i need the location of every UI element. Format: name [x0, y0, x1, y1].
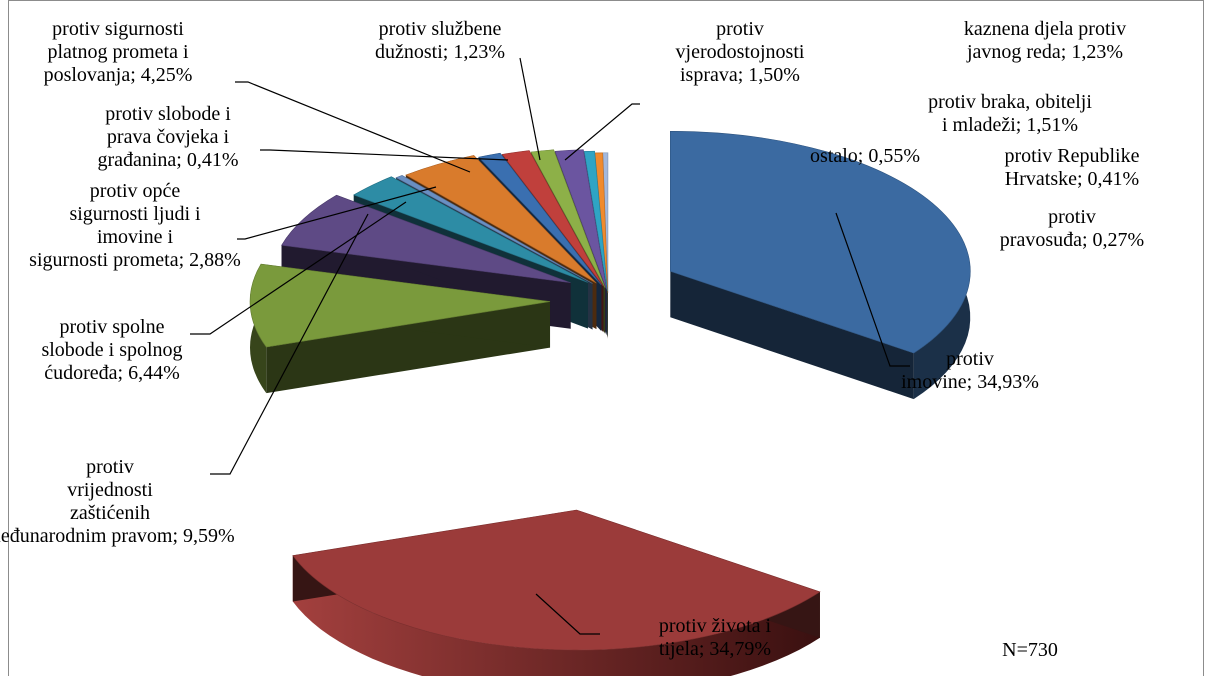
slice-top — [405, 155, 597, 284]
slice-top — [281, 194, 571, 284]
slice-label: protiv spolne slobode i spolnog ćudoređa; … — [41, 316, 182, 384]
leader-line — [564, 103, 640, 161]
slice-top — [478, 152, 602, 286]
leader-line — [210, 213, 369, 475]
slice-side — [292, 555, 820, 676]
slice-label: protiv službene dužnosti; 1,23% — [375, 18, 505, 63]
slice-top — [554, 149, 607, 290]
leader-line — [535, 593, 600, 635]
slice-edge — [670, 271, 914, 400]
slice-label: protiv sigurnosti platnog prometa i poslov… — [44, 18, 193, 86]
slice-label: protiv Republike Hrvatske; 0,41% — [1005, 145, 1140, 190]
slice-top — [353, 176, 588, 283]
slice-label: protiv života i tijela; 34,79% — [659, 615, 772, 660]
leader-line — [237, 186, 437, 240]
slice-top — [670, 130, 971, 354]
leader-line — [190, 201, 407, 335]
pie-slice — [292, 509, 821, 676]
slice-labels: protiv imovine; 34,93% protiv života i tije… — [0, 18, 1144, 660]
slice-top — [501, 150, 604, 287]
slice-top — [530, 149, 606, 288]
pie-slice — [249, 263, 551, 394]
slice-label: protiv vrijednosti zaštićenih međunarodnim … — [0, 456, 235, 547]
slice-label: protiv vjerodostojnosti isprava; 1,50% — [676, 18, 805, 86]
leader-line — [260, 149, 509, 161]
slice-label: kaznena djela protiv javnog reda; 1,23% — [964, 18, 1126, 63]
slice-top — [249, 263, 551, 348]
slice-label: protiv braka, obitelji i mladeži; 1,51% — [928, 91, 1092, 136]
slice-top — [395, 175, 593, 284]
pie-slice — [670, 130, 971, 400]
slice-label: protiv pravosuđa; 0,27% — [1000, 206, 1144, 251]
slice-top — [583, 150, 608, 292]
slice-label: protiv imovine; 34,93% — [901, 348, 1039, 393]
leader-line — [835, 212, 910, 367]
slice-label: protiv opće sigurnosti ljudi i imovine i si… — [29, 180, 241, 271]
slice-label: ostalo; 0,55% — [810, 145, 920, 167]
leader-line — [519, 57, 541, 161]
slice-label: protiv slobode i prava čovjeka i građanina… — [97, 103, 238, 171]
pie-slices — [249, 130, 971, 676]
sample-size-note: N=730 — [1002, 639, 1058, 661]
slice-top — [292, 509, 821, 651]
leader-line — [235, 81, 471, 173]
leader-lines — [190, 57, 910, 635]
